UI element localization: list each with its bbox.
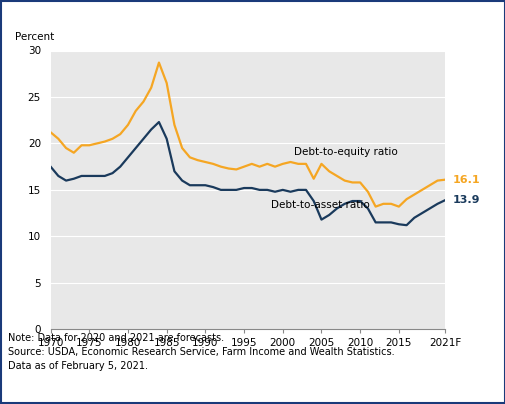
Text: 16.1: 16.1 — [451, 175, 479, 185]
Text: Percent: Percent — [15, 32, 54, 42]
Text: Debt-to-asset ratio: Debt-to-asset ratio — [271, 200, 369, 210]
Text: Farm sector solvency ratios, 1970–2021F: Farm sector solvency ratios, 1970–2021F — [10, 19, 316, 32]
Text: Note: Data for 2020 and 2021 are forecasts.
Source: USDA, Economic Research Serv: Note: Data for 2020 and 2021 are forecas… — [8, 333, 393, 371]
Text: 13.9: 13.9 — [451, 195, 479, 205]
Text: Debt-to-equity ratio: Debt-to-equity ratio — [294, 147, 397, 158]
